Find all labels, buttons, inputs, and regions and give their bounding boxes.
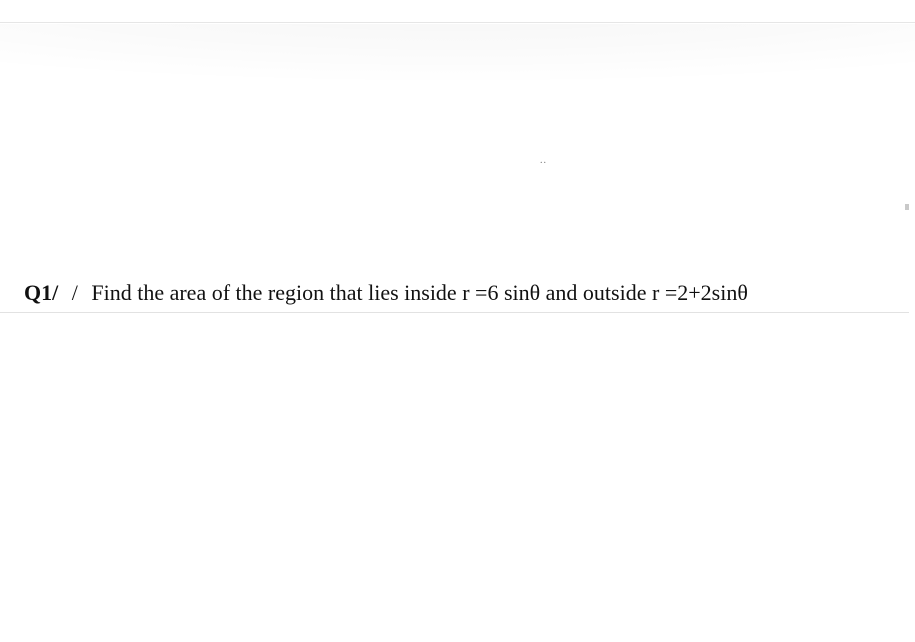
eq2-rhs-var: θ: [737, 280, 748, 305]
eq1-rhs-num: 6: [487, 280, 504, 305]
question-label: Q1/: [24, 280, 58, 305]
top-rule: [0, 22, 915, 23]
eq1-rhs-var: θ: [530, 280, 541, 305]
bottom-rule: [0, 312, 909, 313]
eq2-rhs-const: 2+2: [677, 280, 711, 305]
question-mid: and outside: [540, 280, 652, 305]
question-prefix: Find the area of the region that lies in…: [91, 280, 462, 305]
question-line: Q1/ / Find the area of the region that l…: [24, 278, 891, 308]
scan-shadow: [0, 24, 915, 164]
eq1-lhs: r =: [462, 280, 487, 305]
eq2-rhs-func: sin: [712, 280, 738, 305]
stray-dots: ..: [540, 155, 547, 166]
page: .. Q1/ / Find the area of the region tha…: [0, 0, 915, 642]
eq1-rhs-func: sin: [504, 280, 530, 305]
slash-separator: /: [72, 280, 78, 305]
edge-mark: [905, 204, 909, 210]
eq2-lhs: r =: [652, 280, 677, 305]
